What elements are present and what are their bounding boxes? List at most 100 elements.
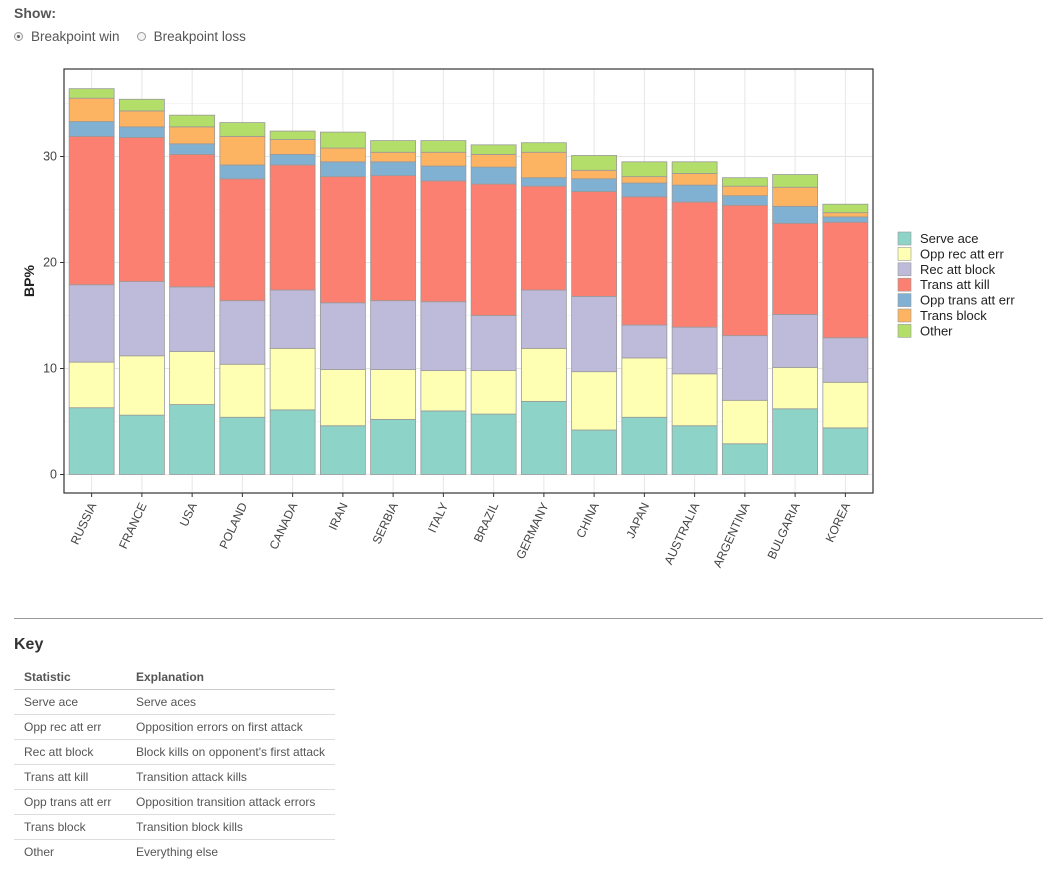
bar-segment <box>370 161 417 176</box>
legend-swatch <box>897 324 912 338</box>
bar-segment <box>370 418 417 475</box>
bar-segment <box>621 357 668 418</box>
bar-segment <box>571 155 618 171</box>
plot-border <box>63 68 874 494</box>
legend-swatch <box>897 247 912 261</box>
bar-segment <box>571 191 618 297</box>
key-title: Key <box>14 636 44 653</box>
radio-selected-icon[interactable] <box>14 32 23 41</box>
bar-segment <box>68 97 115 122</box>
bar-segment <box>772 367 819 410</box>
legend-swatch <box>897 277 912 292</box>
legend-swatch <box>897 293 912 307</box>
bar-segment <box>118 414 165 475</box>
bar-segment <box>621 176 668 184</box>
bar-segment <box>169 126 216 145</box>
bar-segment <box>169 286 216 352</box>
key-row: Trans att kill Transition attack kills <box>14 764 336 790</box>
bar-segment <box>370 140 417 153</box>
bar-segment <box>470 315 517 372</box>
bar-segment <box>420 180 467 303</box>
legend-label: Serve ace <box>920 231 979 246</box>
bar-segment <box>319 161 366 178</box>
bar-segment <box>520 185 567 291</box>
bar-segment <box>520 400 567 475</box>
key-explanation: Everything else <box>136 845 219 859</box>
bar-segment <box>571 178 618 192</box>
x-tick-label: USA <box>177 500 200 528</box>
radio-unselected-icon[interactable] <box>136 32 146 41</box>
bar-segment <box>68 407 115 475</box>
bar-segment <box>671 184 718 203</box>
bar-segment <box>721 195 768 206</box>
bar-segment <box>68 135 115 286</box>
bar-segment <box>68 284 115 363</box>
bar-segment <box>520 177 567 187</box>
y-tick-label: 0 <box>50 468 57 482</box>
bar-segment <box>470 166 517 185</box>
bar-segment <box>219 363 266 418</box>
key-explanation: Opposition transition attack errors <box>126 789 336 815</box>
show-label: Show: <box>14 5 56 21</box>
bar-segment <box>370 151 417 163</box>
key-row: Other Everything else <box>14 840 335 865</box>
bar-segment <box>319 302 366 370</box>
bar-segment <box>269 130 316 140</box>
bar-segment <box>520 289 567 349</box>
bar-segment <box>118 126 165 138</box>
key-header-explanation: Explanation <box>126 664 336 690</box>
key-row: Trans block Transition block kills <box>14 814 336 840</box>
breakpoint-loss-option[interactable]: Breakpoint loss <box>136 29 246 44</box>
breakpoint-loss-label: Breakpoint loss <box>153 29 246 44</box>
bar-segment <box>822 337 869 383</box>
key-header-statistic: Statistic <box>14 664 126 690</box>
y-tick-label: 20 <box>43 256 57 270</box>
bar-segment <box>671 425 718 475</box>
x-tick-label: GERMANY <box>513 500 551 561</box>
bar-segment <box>671 161 718 174</box>
breakpoint-win-option[interactable]: Breakpoint win <box>14 29 120 44</box>
bar-segment <box>319 176 366 304</box>
bar-segment <box>269 164 316 291</box>
key-statistic: Rec att block <box>14 739 126 765</box>
breakpoint-win-label: Breakpoint win <box>31 29 120 44</box>
bar-segment <box>520 142 567 153</box>
legend-swatch <box>897 262 912 277</box>
x-tick-label: IRAN <box>326 500 351 532</box>
bar-segment <box>370 175 417 302</box>
bar-segment <box>219 122 266 137</box>
key-explanation: Serve aces <box>126 689 336 715</box>
bar-segment <box>420 370 467 412</box>
bar-segment <box>470 144 517 155</box>
legend-label: Other <box>920 323 953 338</box>
legend-label: Opp trans att err <box>920 293 1015 308</box>
key-explanation: Opposition errors on first attack <box>126 714 336 740</box>
bar-segment <box>772 174 819 188</box>
bar-segment <box>219 178 266 302</box>
x-tick-label: JAPAN <box>623 500 652 540</box>
bar-segment <box>118 110 165 128</box>
bar-segment <box>470 370 517 415</box>
bar-segment <box>269 139 316 155</box>
bar-segment <box>772 222 819 315</box>
bar-segment <box>219 300 266 365</box>
bar-segment <box>520 151 567 179</box>
bar-segment <box>520 347 567 402</box>
legend-label: Trans att kill <box>920 277 990 292</box>
bar-segment <box>319 147 366 163</box>
bar-segment <box>269 347 316 411</box>
bar-segment <box>269 289 316 349</box>
bar-segment <box>721 177 768 187</box>
bar-segment <box>269 153 316 166</box>
bar-segment <box>219 164 266 180</box>
bar-segment <box>420 151 467 167</box>
bar-segment <box>420 140 467 153</box>
bar-segment <box>68 361 115 409</box>
key-explanation: Transition attack kills <box>126 764 336 790</box>
bar-segment <box>621 196 668 326</box>
bar-segment <box>822 216 869 223</box>
key-table: Statistic Explanation Serve ace Serve ace… <box>14 664 336 865</box>
bar-segment <box>822 381 869 429</box>
bar-segment <box>671 326 718 375</box>
bar-segment <box>671 173 718 186</box>
